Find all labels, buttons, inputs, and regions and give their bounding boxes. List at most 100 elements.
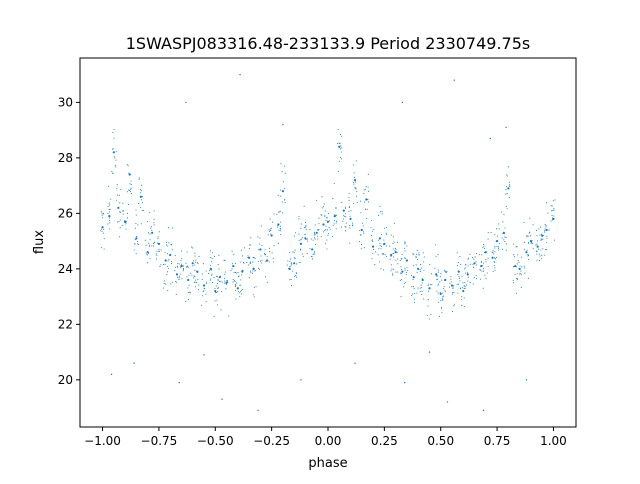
data-point-cloud xyxy=(411,294,413,296)
data-point-cloud xyxy=(109,222,111,224)
data-point-cloud xyxy=(321,196,323,198)
data-point-cloud xyxy=(541,258,543,260)
data-point-cloud xyxy=(392,252,394,255)
data-point-cloud xyxy=(453,303,455,305)
data-point-cloud xyxy=(505,186,507,188)
data-point-cloud xyxy=(445,271,447,273)
data-point-cloud xyxy=(546,249,548,251)
data-point-cloud xyxy=(487,266,489,268)
data-point-cloud xyxy=(457,274,459,276)
data-point-cloud xyxy=(290,285,293,287)
data-point-cloud xyxy=(243,262,245,264)
data-point-cloud xyxy=(150,226,153,228)
data-point-cloud xyxy=(506,208,508,210)
data-point-cloud xyxy=(216,283,219,285)
data-point-cloud xyxy=(216,299,218,301)
data-point xyxy=(139,195,142,198)
data-point-cloud xyxy=(377,239,379,241)
data-point-cloud xyxy=(153,222,155,224)
data-point-cloud xyxy=(475,275,477,277)
data-point-cloud xyxy=(119,227,121,229)
data-point-cloud xyxy=(392,242,394,244)
data-point-cloud xyxy=(465,267,467,269)
data-point-cloud xyxy=(551,217,554,219)
data-point-cloud xyxy=(406,245,408,247)
data-point-cloud xyxy=(333,182,335,185)
data-point-cloud xyxy=(252,294,254,296)
data-point-cloud xyxy=(214,290,216,292)
data-point-cloud xyxy=(164,280,166,282)
data-point-cloud xyxy=(313,237,315,239)
data-point-cloud xyxy=(463,305,465,308)
data-point-cloud xyxy=(413,287,415,289)
data-point-cloud xyxy=(401,272,403,274)
data-point xyxy=(293,262,296,265)
data-point-cloud xyxy=(336,143,338,145)
outlier-point xyxy=(505,126,507,129)
data-point-cloud xyxy=(339,142,341,144)
data-point-cloud xyxy=(496,228,498,230)
data-point-cloud xyxy=(538,260,541,262)
data-point-cloud xyxy=(441,311,443,313)
data-point-cloud xyxy=(224,280,226,282)
data-point-cloud xyxy=(535,244,537,246)
outlier-point xyxy=(185,101,187,104)
data-point-cloud xyxy=(512,243,514,245)
data-point-cloud xyxy=(119,219,121,221)
data-point-cloud xyxy=(527,253,529,256)
data-point-cloud xyxy=(205,301,207,303)
data-point-cloud xyxy=(233,254,235,256)
x-tick-label: −0.25 xyxy=(253,434,290,448)
data-point-cloud xyxy=(167,265,169,268)
data-point-cloud xyxy=(278,211,280,214)
data-point-cloud xyxy=(103,238,105,240)
data-point-cloud xyxy=(295,275,297,277)
data-point-cloud xyxy=(306,253,308,255)
outlier-point xyxy=(525,379,528,381)
data-point-cloud xyxy=(109,217,111,219)
data-point-cloud xyxy=(204,287,206,289)
data-point-cloud xyxy=(300,223,302,225)
data-point-cloud xyxy=(403,286,405,288)
data-point xyxy=(518,267,521,270)
data-point-cloud xyxy=(113,156,115,158)
data-point-cloud xyxy=(365,208,367,210)
data-point-cloud xyxy=(303,205,305,207)
data-point-cloud xyxy=(209,279,211,281)
y-tick-label: 22 xyxy=(58,317,73,331)
data-point-cloud xyxy=(516,246,518,248)
data-point-cloud xyxy=(251,272,253,274)
data-point-cloud xyxy=(271,252,273,254)
data-point-cloud xyxy=(526,236,528,238)
data-point-cloud xyxy=(340,151,342,153)
data-point-cloud xyxy=(527,235,529,237)
data-point-cloud xyxy=(464,264,467,266)
data-point-cloud xyxy=(344,215,346,217)
data-point-cloud xyxy=(163,282,165,285)
data-point-cloud xyxy=(214,300,216,302)
data-point-cloud xyxy=(318,217,320,219)
data-point-cloud xyxy=(142,210,144,212)
data-point xyxy=(507,187,510,190)
data-point-cloud xyxy=(506,175,509,177)
data-point-cloud xyxy=(125,223,127,225)
data-point-cloud xyxy=(235,289,237,291)
data-point-cloud xyxy=(474,262,476,264)
data-point-cloud xyxy=(520,270,522,272)
data-point-cloud xyxy=(309,248,311,250)
data-point-cloud xyxy=(469,263,471,265)
outlier-point xyxy=(282,123,284,126)
data-point-cloud xyxy=(478,254,481,256)
data-point-cloud xyxy=(461,275,463,277)
data-point-cloud xyxy=(481,254,483,256)
data-point xyxy=(304,237,307,240)
data-point-cloud xyxy=(544,248,547,250)
data-point-cloud xyxy=(102,213,104,215)
data-point-cloud xyxy=(157,236,159,238)
y-tick-label: 24 xyxy=(58,262,73,276)
data-point-cloud xyxy=(366,208,368,210)
data-point-cloud xyxy=(205,281,207,283)
data-point-cloud xyxy=(166,273,168,275)
data-point xyxy=(209,267,212,270)
data-point-cloud xyxy=(235,298,237,300)
